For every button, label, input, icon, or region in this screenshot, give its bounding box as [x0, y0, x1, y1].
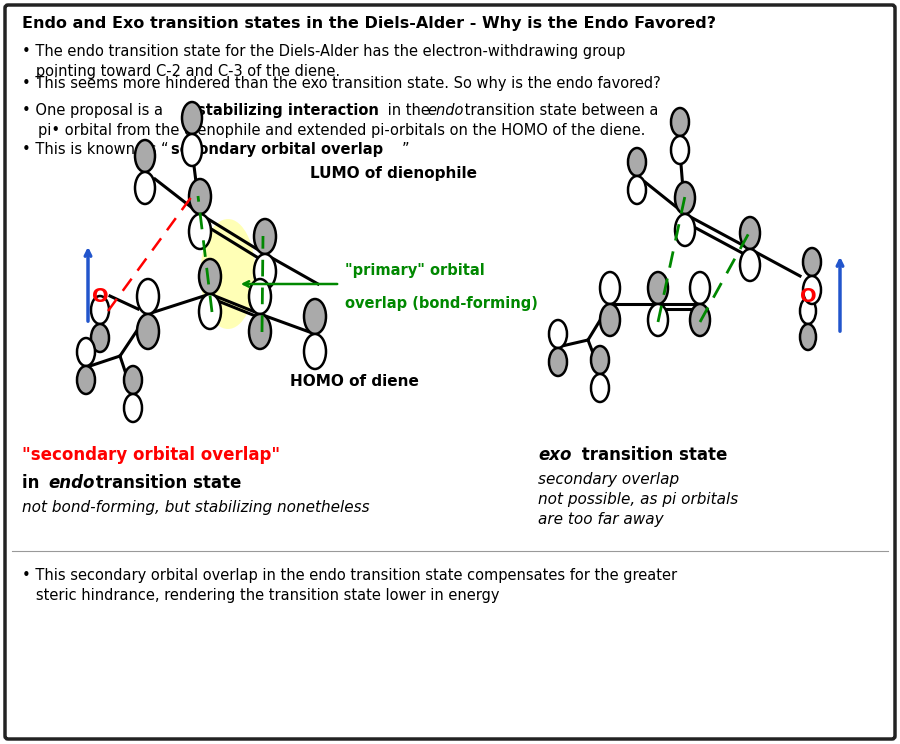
Ellipse shape — [304, 299, 326, 334]
Ellipse shape — [189, 214, 211, 249]
Ellipse shape — [671, 108, 689, 136]
Text: in: in — [22, 474, 45, 492]
Ellipse shape — [591, 346, 609, 374]
Ellipse shape — [91, 324, 109, 352]
Ellipse shape — [137, 314, 159, 349]
Ellipse shape — [249, 314, 271, 349]
Text: in the: in the — [383, 103, 435, 118]
Ellipse shape — [549, 320, 567, 348]
Text: "secondary orbital overlap": "secondary orbital overlap" — [22, 446, 280, 464]
Text: not possible, as pi orbitals: not possible, as pi orbitals — [538, 492, 738, 507]
Text: Endo and Exo transition states in the Diels-Alder - Why is the Endo Favored?: Endo and Exo transition states in the Di… — [22, 16, 716, 31]
Ellipse shape — [304, 334, 326, 369]
Text: overlap (bond-forming): overlap (bond-forming) — [345, 296, 538, 311]
Ellipse shape — [690, 304, 710, 336]
Ellipse shape — [199, 259, 221, 294]
Text: • The endo transition state for the Diels-Alder has the electron-withdrawing gro: • The endo transition state for the Diel… — [22, 44, 626, 79]
Ellipse shape — [648, 272, 668, 304]
Text: endo: endo — [48, 474, 94, 492]
Ellipse shape — [740, 217, 760, 249]
Text: O: O — [92, 286, 108, 306]
Ellipse shape — [591, 374, 609, 402]
Ellipse shape — [675, 182, 695, 214]
Ellipse shape — [189, 179, 211, 214]
Ellipse shape — [740, 249, 760, 281]
Text: O: O — [800, 286, 816, 306]
Text: • This secondary orbital overlap in the endo transition state compensates for th: • This secondary orbital overlap in the … — [22, 568, 677, 603]
Ellipse shape — [77, 366, 95, 394]
Ellipse shape — [800, 298, 816, 324]
Ellipse shape — [671, 136, 689, 164]
Ellipse shape — [675, 214, 695, 246]
Ellipse shape — [628, 148, 646, 176]
Text: secondary orbital overlap: secondary orbital overlap — [171, 142, 383, 157]
Ellipse shape — [124, 394, 142, 422]
Ellipse shape — [254, 219, 276, 254]
Ellipse shape — [648, 304, 668, 336]
Text: • One proposal is a: • One proposal is a — [22, 103, 167, 118]
Ellipse shape — [249, 279, 271, 314]
Ellipse shape — [549, 348, 567, 376]
Text: pi• orbital from the dienophile and extended pi-orbitals on the HOMO of the dien: pi• orbital from the dienophile and exte… — [38, 123, 645, 138]
Ellipse shape — [690, 272, 710, 304]
Ellipse shape — [803, 248, 821, 276]
FancyBboxPatch shape — [5, 5, 895, 739]
Ellipse shape — [201, 219, 256, 329]
Ellipse shape — [182, 102, 202, 134]
Text: transition state: transition state — [90, 474, 241, 492]
Ellipse shape — [91, 296, 109, 324]
Text: stabilizing interaction: stabilizing interaction — [197, 103, 379, 118]
Ellipse shape — [628, 176, 646, 204]
Text: ”: ” — [402, 142, 410, 157]
Ellipse shape — [137, 279, 159, 314]
Ellipse shape — [135, 140, 155, 172]
Ellipse shape — [77, 338, 95, 366]
Text: not bond-forming, but stabilizing nonetheless: not bond-forming, but stabilizing noneth… — [22, 500, 370, 515]
Ellipse shape — [600, 304, 620, 336]
Text: are too far away: are too far away — [538, 512, 663, 527]
Text: LUMO of dienophile: LUMO of dienophile — [310, 166, 477, 181]
Ellipse shape — [124, 366, 142, 394]
Text: secondary overlap: secondary overlap — [538, 472, 680, 487]
Text: exo: exo — [538, 446, 572, 464]
Text: "primary" orbital: "primary" orbital — [345, 263, 485, 278]
Text: • This is known as “: • This is known as “ — [22, 142, 168, 157]
Ellipse shape — [800, 324, 816, 350]
Ellipse shape — [182, 134, 202, 166]
Text: HOMO of diene: HOMO of diene — [290, 374, 418, 389]
Text: transition state: transition state — [576, 446, 727, 464]
Text: endo: endo — [427, 103, 464, 118]
Ellipse shape — [600, 272, 620, 304]
Ellipse shape — [135, 172, 155, 204]
Text: transition state between a: transition state between a — [460, 103, 659, 118]
Ellipse shape — [199, 294, 221, 329]
Ellipse shape — [254, 254, 276, 289]
Text: • This seems more hindered than the exo transition state. So why is the endo fav: • This seems more hindered than the exo … — [22, 76, 661, 91]
Ellipse shape — [803, 276, 821, 304]
